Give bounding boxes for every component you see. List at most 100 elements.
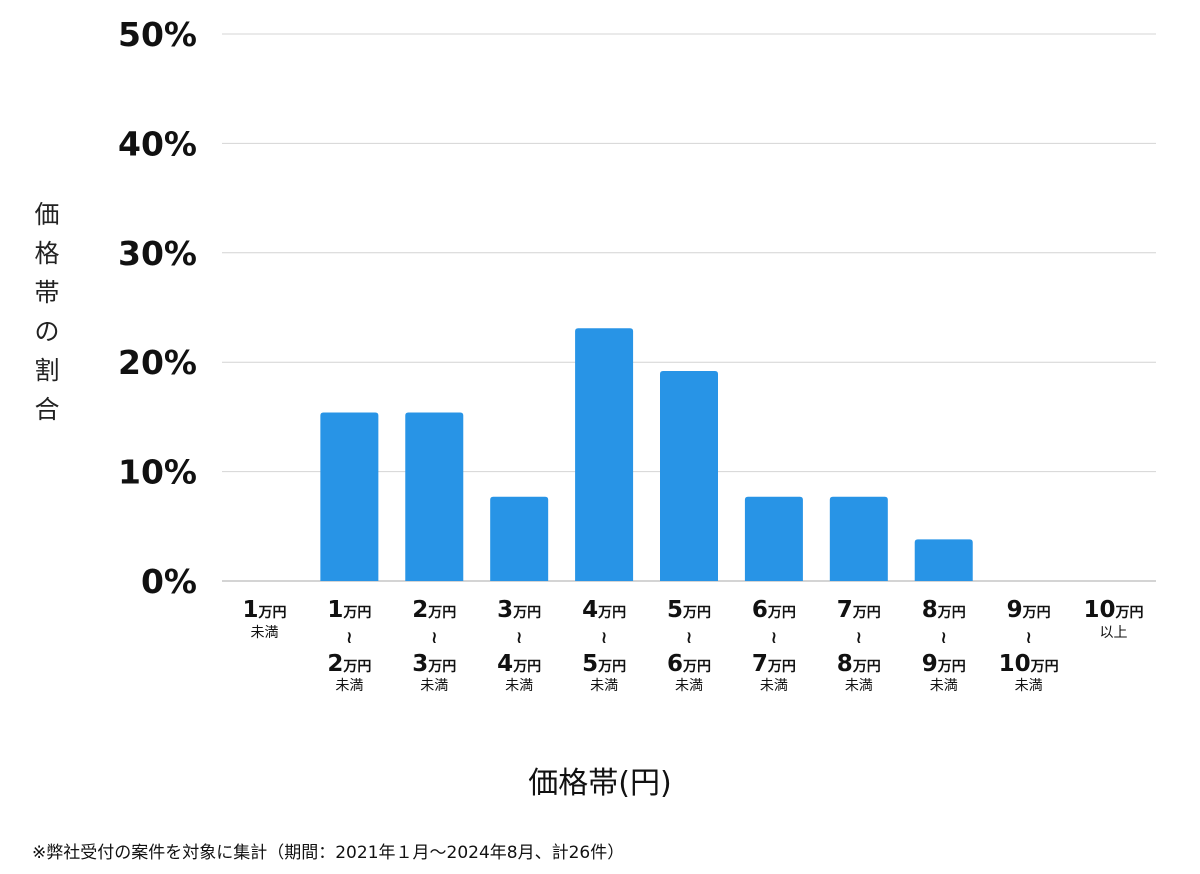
x-tick-number: 10: [999, 651, 1031, 677]
x-tick-unit: 万円: [427, 659, 456, 675]
svg-text:3万円: 3万円: [497, 597, 541, 623]
x-tick-number: 8: [837, 651, 853, 677]
svg-text:9万円: 9万円: [922, 651, 966, 677]
y-axis-label-char: 価: [34, 200, 60, 229]
x-tick-suffix: 以上: [1100, 625, 1128, 641]
x-tick-suffix: 未満: [335, 678, 363, 694]
svg-text:7万円: 7万円: [752, 651, 796, 677]
bar: [660, 370, 718, 581]
x-tick-number: 2: [412, 597, 428, 623]
x-tick-suffix: 未満: [1015, 678, 1043, 694]
y-axis-label-char: 格: [34, 239, 60, 268]
x-tick-number: 5: [582, 651, 598, 677]
x-tick-number: 6: [752, 597, 768, 623]
x-tick-number: 3: [497, 597, 513, 623]
x-tick-suffix: 未満: [250, 625, 278, 641]
svg-text:2万円: 2万円: [327, 651, 371, 677]
range-separator: ≀: [771, 628, 777, 648]
x-tick-unit: 万円: [597, 605, 626, 621]
x-tick-number: 2: [327, 651, 343, 677]
svg-text:3万円: 3万円: [412, 651, 456, 677]
x-tick-number: 7: [752, 651, 768, 677]
x-tick-unit: 万円: [767, 659, 796, 675]
x-tick-number: 1: [242, 597, 258, 623]
svg-text:8万円: 8万円: [922, 597, 966, 623]
y-tick-label: 0%: [141, 562, 197, 601]
y-axis-label-char: 割: [34, 356, 60, 385]
x-axis-ticks: 1万円未満1万円≀2万円未満2万円≀3万円未満3万円≀4万円未満4万円≀5万円未…: [242, 597, 1143, 694]
x-tick-number: 3: [412, 651, 428, 677]
svg-text:10万円: 10万円: [999, 651, 1059, 677]
svg-text:1万円: 1万円: [242, 597, 286, 623]
x-tick-unit: 万円: [1115, 605, 1144, 621]
x-tick-number: 4: [497, 651, 513, 677]
bar: [575, 328, 634, 581]
y-tick-label: 20%: [118, 343, 197, 382]
x-tick-unit: 万円: [1022, 605, 1051, 621]
x-tick-unit: 万円: [682, 659, 711, 675]
range-separator: ≀: [856, 628, 862, 648]
footnote: ※弊社受付の案件を対象に集計（期間：2021年１月〜2024年8月、計26件）: [32, 843, 625, 863]
bars: [320, 328, 973, 581]
x-tick-number: 8: [922, 597, 938, 623]
x-tick-unit: 万円: [767, 605, 796, 621]
svg-text:9万円: 9万円: [1007, 597, 1051, 623]
y-tick-label: 30%: [118, 234, 197, 273]
x-tick-number: 4: [582, 597, 598, 623]
y-axis-ticks: 0% 10% 20% 30% 40% 50%: [118, 15, 197, 601]
x-tick-suffix: 未満: [930, 678, 958, 694]
x-tick-suffix: 未満: [420, 678, 448, 694]
x-tick-unit: 万円: [937, 659, 966, 675]
x-tick-unit: 万円: [682, 605, 711, 621]
svg-text:7万円: 7万円: [837, 597, 881, 623]
x-tick-suffix: 未満: [590, 678, 618, 694]
y-tick-label: 40%: [118, 124, 197, 163]
x-tick-number: 5: [667, 597, 683, 623]
range-separator: ≀: [601, 628, 607, 648]
y-axis-label-char: 合: [34, 395, 60, 424]
svg-text:8万円: 8万円: [837, 651, 881, 677]
y-tick-label: 50%: [118, 15, 197, 54]
y-axis-label-char: 帯: [34, 278, 60, 307]
x-tick-unit: 万円: [1030, 659, 1059, 675]
x-tick-unit: 万円: [512, 605, 541, 621]
bar: [744, 496, 803, 581]
y-tick-label: 10%: [118, 453, 197, 492]
x-tick-number: 1: [327, 597, 343, 623]
x-tick-number: 10: [1084, 597, 1116, 623]
svg-text:6万円: 6万円: [667, 651, 711, 677]
bar: [914, 539, 973, 581]
svg-text:5万円: 5万円: [582, 651, 626, 677]
x-tick-unit: 万円: [342, 605, 371, 621]
svg-text:2万円: 2万円: [412, 597, 456, 623]
x-tick-unit: 万円: [512, 659, 541, 675]
svg-text:1万円: 1万円: [327, 597, 371, 623]
x-tick-number: 9: [1007, 597, 1023, 623]
range-separator: ≀: [1025, 628, 1031, 648]
x-tick-unit: 万円: [427, 605, 456, 621]
svg-text:6万円: 6万円: [752, 597, 796, 623]
x-tick-number: 9: [922, 651, 938, 677]
bar: [405, 412, 464, 581]
x-tick-unit: 万円: [342, 659, 371, 675]
range-separator: ≀: [686, 628, 692, 648]
range-separator: ≀: [346, 628, 352, 648]
x-tick-unit: 万円: [852, 659, 881, 675]
x-tick-unit: 万円: [937, 605, 966, 621]
x-tick-suffix: 未満: [675, 678, 703, 694]
svg-text:5万円: 5万円: [667, 597, 711, 623]
bar: [490, 496, 549, 581]
x-tick-number: 7: [837, 597, 853, 623]
bar: [320, 412, 379, 581]
x-tick-suffix: 未満: [505, 678, 533, 694]
